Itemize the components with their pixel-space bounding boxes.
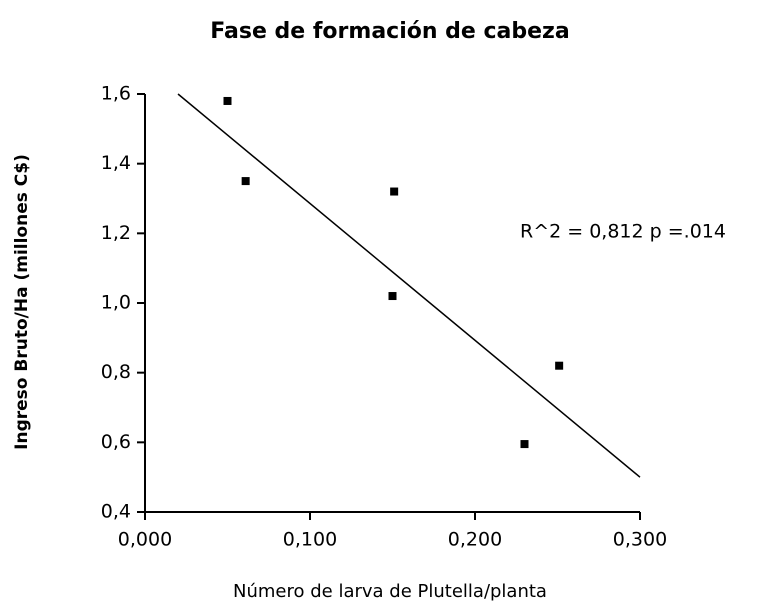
y-tick-label: 0,6 [101,431,131,453]
y-axis-label: Ingreso Bruto/Ha (millones C$) [12,154,32,450]
x-tick-label: 0,000 [118,529,172,551]
y-tick-label: 1,4 [101,152,131,174]
x-tick-label: 0,300 [613,529,667,551]
y-tick-label: 0,4 [101,501,131,523]
chart-title: Fase de formación de cabeza [210,19,569,44]
point [555,361,564,370]
point [388,292,397,301]
annotation: R^2 = 0,812 p =.014 [520,221,726,243]
x-tick-label: 0,100 [283,529,337,551]
y-tick-label: 1,6 [101,83,131,105]
x-tick-label: 0,200 [448,529,502,551]
point [241,177,250,186]
trend-line [177,93,641,478]
point [223,96,232,105]
y-tick-label: 1,0 [101,292,131,314]
y-tick-label: 1,2 [101,222,131,244]
point [390,187,399,196]
y-tick-label: 0,8 [101,361,131,383]
point [520,440,529,449]
x-axis-label: Número de larva de Plutella/planta [233,581,547,602]
